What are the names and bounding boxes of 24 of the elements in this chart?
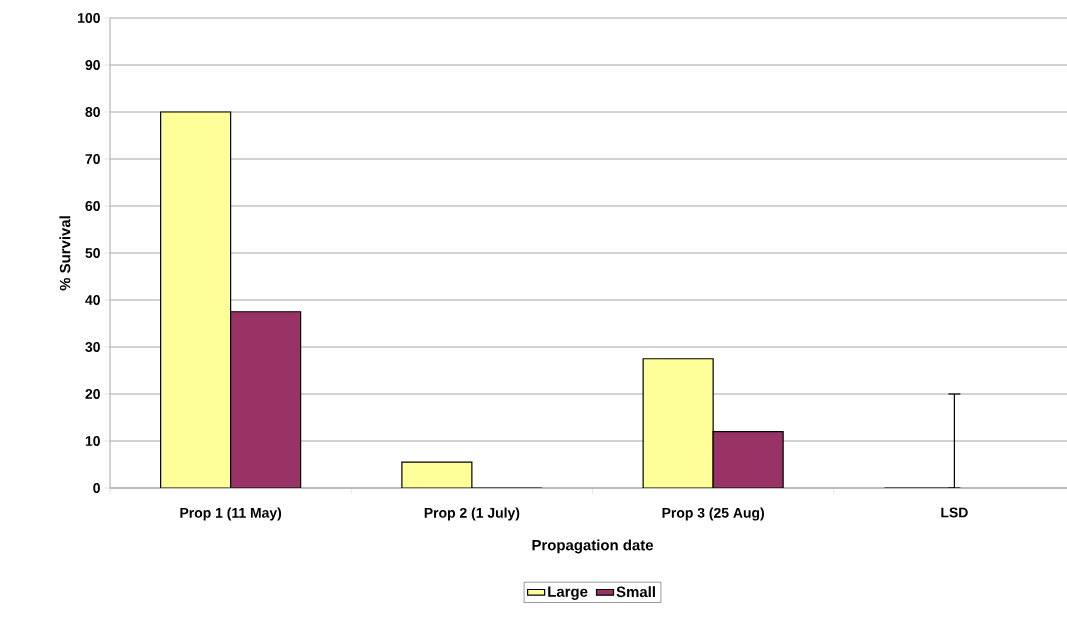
bar [642, 358, 714, 488]
y-tick-label: 90 [85, 60, 100, 70]
y-tick-label: 60 [85, 201, 100, 211]
x-tick-label: Prop 1 (11 May) [180, 507, 282, 521]
y-tick-label: 30 [85, 342, 100, 352]
legend-label: Large [548, 586, 588, 600]
y-tick-label: 50 [85, 248, 100, 258]
x-tick-label: Prop 2 (1 July) [424, 507, 520, 521]
y-tick-label: 80 [85, 107, 100, 117]
bar [401, 461, 473, 488]
x-tick-label: LSD [941, 507, 968, 518]
y-tick-label: 20 [85, 389, 100, 399]
y-tick-label: 0 [93, 483, 100, 493]
legend-label: Small [616, 586, 655, 598]
y-tick-label: 40 [85, 295, 100, 305]
y-tick-label: 70 [85, 154, 100, 164]
y-axis-title: % Survival [59, 216, 71, 291]
y-tick-label: 100 [78, 13, 100, 23]
bar [712, 431, 784, 488]
y-tick-label: 10 [85, 436, 100, 446]
bar [230, 311, 302, 488]
bar [160, 111, 232, 488]
x-tick-label: Prop 3 (25 Aug) [662, 507, 764, 521]
x-axis-title: Propagation date [532, 539, 654, 554]
